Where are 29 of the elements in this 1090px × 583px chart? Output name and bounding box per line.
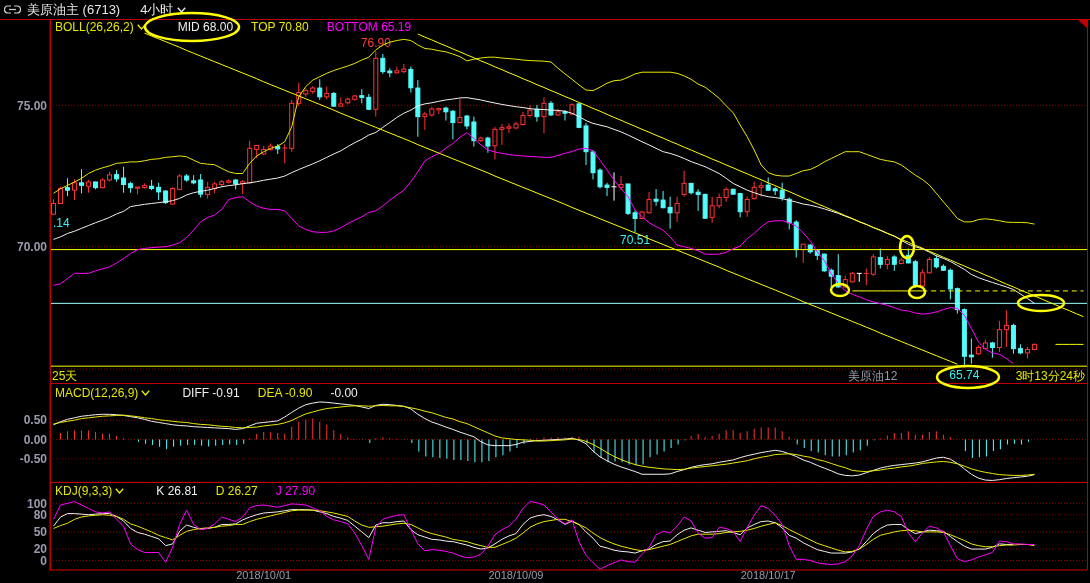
series-label: D 26.27 [215,484,258,498]
annotation: 3时13分24秒 [1015,369,1085,383]
text: TOP 70.80 [251,20,309,34]
annotation: 25天 [52,369,78,383]
legend-title: BOLL(26,26,2) [55,20,134,34]
legend-title: MACD(12,26,9) [55,386,139,400]
series-label: DEA -0.90 [257,386,313,400]
text: DIFF -0.91 [182,386,240,400]
text: 76.90 [360,35,391,50]
text: 65.74 [949,368,980,383]
y-tick-label: -0.50 [19,452,48,467]
chart-title: 美原油主 (6713) [27,0,121,19]
y-tick-label: 70.00 [16,240,48,255]
y-tick-label: 0.00 [23,432,48,447]
y-tick-label: 50 [33,525,48,540]
text: BOTTOM 65.19 [326,20,412,34]
legend-title: KDJ(9,3,3) [55,484,113,498]
y-tick-label: 75.00 [16,98,48,113]
text: K 26.81 [156,484,198,498]
text: .14 [53,215,70,230]
series-label: J 27.90 [275,484,316,498]
x-tick-label: 2018/10/01 [236,568,292,581]
legend-label: MID 68.00 [177,20,234,34]
annotation: 美原油12 [848,369,898,383]
annotation: -0.00 [330,386,358,400]
text: 70.51 [620,233,651,248]
y-tick-label: 0.50 [23,413,48,428]
x-tick-label: 2018/10/17 [740,568,796,581]
x-tick-label: 2018/10/09 [488,568,544,581]
